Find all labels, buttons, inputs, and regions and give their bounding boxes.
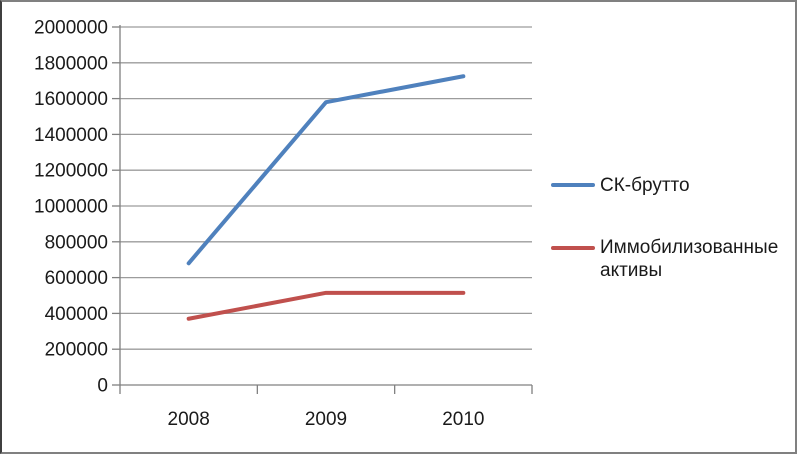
legend-label-immobilized-assets: Иммобилизованные активы xyxy=(600,237,779,281)
y-axis-label: 1800000 xyxy=(34,53,108,74)
legend-item-immobilized-assets: Иммобилизованные активы xyxy=(551,236,778,282)
legend-line-marker-immobilized-assets xyxy=(551,246,595,250)
y-axis-label: 1600000 xyxy=(34,89,108,110)
x-axis-label: 2008 xyxy=(168,409,210,430)
series-line-sk-brutto xyxy=(186,74,466,266)
legend-item-sk-brutto: СК-брутто xyxy=(551,173,690,197)
y-axis-label: 600000 xyxy=(45,268,108,289)
x-axis-label: 2009 xyxy=(305,409,347,430)
y-axis-label: 2000000 xyxy=(34,18,108,39)
y-axis-label: 800000 xyxy=(45,232,108,253)
y-axis-label: 1000000 xyxy=(34,197,108,218)
y-axis-label: 0 xyxy=(97,376,108,397)
y-axis-label: 200000 xyxy=(45,340,108,361)
legend: СК-брутто Иммобилизованные активы xyxy=(551,2,791,452)
y-axis-label: 400000 xyxy=(45,304,108,325)
y-axis-label: 1200000 xyxy=(34,161,108,182)
legend-label-sk-brutto: СК-брутто xyxy=(600,174,690,196)
series-line-immobilized-assets xyxy=(186,290,466,321)
legend-line-marker-sk-brutto xyxy=(551,183,595,187)
y-axis-label: 1400000 xyxy=(34,125,108,146)
x-axis-label: 2010 xyxy=(442,409,484,430)
